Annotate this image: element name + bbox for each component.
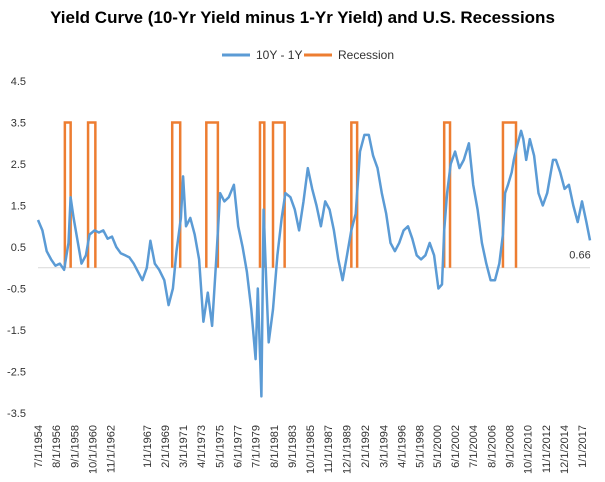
recession-series: [63, 121, 518, 268]
x-tick-label: 7/1/2004: [468, 425, 480, 468]
x-tick-label: 11/1/1962: [106, 425, 118, 473]
series-line-yield: [36, 129, 592, 398]
x-tick-label: 8/1/2006: [486, 425, 498, 468]
recession-bar: [501, 121, 518, 268]
x-tick-label: 10/1/1985: [305, 425, 317, 474]
data-label-last-value: 0.66: [569, 249, 590, 261]
x-tick-label: 1/1/2017: [577, 425, 589, 468]
x-axis: 7/1/1954 8/1/1956 9/1/1958 10/1/1960 11/1/19…: [33, 425, 589, 474]
recession-bar: [63, 121, 72, 268]
x-tick-label: 6/1/2002: [450, 425, 462, 468]
x-tick-label: 2/1/1969: [160, 425, 172, 468]
x-tick-label: 9/1/2008: [505, 425, 517, 468]
y-tick-label: 3.5: [11, 118, 26, 130]
x-tick-label: 12/1/1989: [341, 425, 353, 474]
x-tick-label: 3/1/1971: [178, 425, 190, 468]
x-tick-label: 8/1/1956: [51, 425, 63, 468]
legend-label-recession: Recession: [338, 48, 394, 62]
y-tick-label: 1.5: [11, 201, 26, 213]
y-tick-label: -1.5: [7, 325, 26, 337]
x-tick-label: 11/1/2012: [541, 425, 553, 473]
y-tick-label: 4.5: [11, 76, 26, 88]
y-tick-label: 2.5: [11, 159, 26, 171]
x-tick-label: 10/1/1960: [87, 425, 99, 474]
y-tick-label: -2.5: [7, 367, 26, 379]
y-axis: 4.5 3.5 2.5 1.5 0.5 -0.5 -1.5 -2.5 -3.5: [7, 76, 26, 420]
y-tick-label: -0.5: [7, 284, 26, 296]
x-tick-label: 9/1/1983: [287, 425, 299, 468]
x-tick-label: 12/1/2014: [559, 425, 571, 474]
recession-bar: [442, 121, 452, 268]
recession-bar: [86, 121, 97, 268]
x-tick-label: 2/1/1992: [360, 425, 372, 468]
recession-bar: [170, 121, 182, 268]
x-tick-label: 5/1/2000: [432, 425, 444, 468]
x-tick-label: 5/1/1975: [214, 425, 226, 468]
x-tick-label: 6/1/1977: [232, 425, 244, 468]
x-tick-label: 11/1/1987: [323, 425, 335, 473]
y-tick-label: -3.5: [7, 408, 26, 420]
legend-label-yield: 10Y - 1Y: [256, 48, 302, 62]
x-tick-label: 4/1/1996: [396, 425, 408, 468]
x-tick-label: 1/1/1967: [142, 425, 154, 468]
y-tick-label: 0.5: [11, 242, 26, 254]
x-tick-label: 5/1/1998: [415, 425, 427, 468]
x-tick-label: 7/1/1979: [251, 425, 263, 468]
x-tick-label: 9/1/1958: [69, 425, 81, 468]
legend: 10Y - 1Y Recession: [222, 48, 394, 62]
recession-bar: [258, 121, 266, 268]
chart-title: Yield Curve (10-Yr Yield minus 1-Yr Yiel…: [50, 8, 555, 27]
x-tick-label: 8/1/1981: [269, 425, 281, 468]
x-tick-label: 4/1/1973: [196, 425, 208, 468]
x-tick-label: 10/1/2010: [523, 425, 535, 474]
x-tick-label: 7/1/1954: [33, 425, 45, 468]
recession-bar: [205, 121, 220, 268]
x-tick-label: 3/1/1994: [378, 425, 390, 468]
